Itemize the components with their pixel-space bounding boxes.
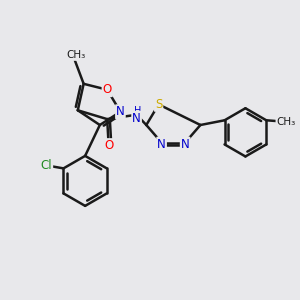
- Text: O: O: [104, 139, 113, 152]
- Text: N: N: [157, 138, 166, 151]
- Text: Cl: Cl: [40, 159, 52, 172]
- Text: N: N: [132, 112, 141, 125]
- Text: CH₃: CH₃: [276, 117, 296, 127]
- Text: H: H: [134, 106, 142, 116]
- Text: CH₃: CH₃: [67, 50, 86, 60]
- Text: N: N: [116, 105, 125, 118]
- Text: S: S: [155, 98, 162, 111]
- Text: O: O: [103, 83, 112, 96]
- Text: N: N: [181, 138, 190, 151]
